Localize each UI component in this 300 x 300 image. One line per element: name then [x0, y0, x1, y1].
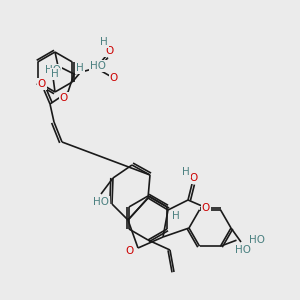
Text: O: O: [105, 46, 113, 56]
Text: H: H: [51, 69, 59, 79]
Text: O: O: [110, 73, 118, 83]
Text: O: O: [189, 173, 197, 183]
Text: O: O: [60, 93, 68, 103]
Text: HO: HO: [235, 245, 251, 255]
Text: H: H: [100, 37, 108, 47]
Text: O: O: [38, 79, 46, 89]
Text: O: O: [126, 246, 134, 256]
Text: HO: HO: [93, 197, 109, 207]
Text: H: H: [172, 211, 180, 221]
Text: HO: HO: [90, 61, 106, 71]
Text: H: H: [76, 63, 84, 73]
Text: HO: HO: [45, 65, 61, 75]
Text: O: O: [202, 203, 210, 213]
Text: H: H: [182, 167, 190, 177]
Text: HO: HO: [248, 235, 265, 245]
